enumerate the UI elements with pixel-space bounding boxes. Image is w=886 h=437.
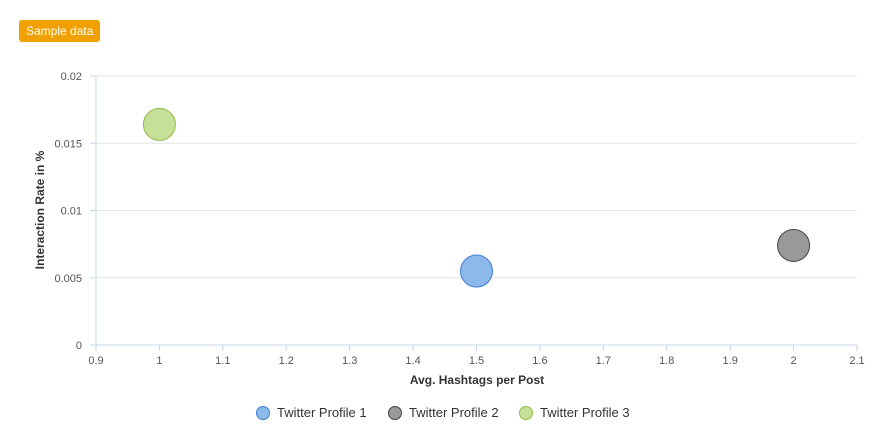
legend-marker bbox=[388, 406, 402, 420]
x-tick-label: 1.2 bbox=[279, 355, 294, 367]
y-tick-label: 0 bbox=[76, 340, 82, 352]
legend: Twitter Profile 1 Twitter Profile 2 Twitte… bbox=[256, 405, 630, 420]
legend-marker bbox=[519, 406, 533, 420]
x-tick-label: 0.9 bbox=[88, 355, 103, 367]
data-point-1[interactable] bbox=[460, 254, 493, 288]
legend-item-1[interactable]: Twitter Profile 1 bbox=[256, 405, 367, 420]
x-tick-label: 1 bbox=[156, 355, 162, 367]
x-tick-label: 1.8 bbox=[659, 355, 674, 367]
data-point-2[interactable] bbox=[777, 228, 811, 262]
x-tick-label: 1.5 bbox=[469, 355, 484, 367]
data-points bbox=[142, 107, 811, 288]
y-tick-label: 0.005 bbox=[54, 273, 82, 285]
legend-label: Twitter Profile 2 bbox=[409, 405, 499, 420]
legend-item-2[interactable]: Twitter Profile 2 bbox=[388, 405, 499, 420]
sample-data-badge: Sample data bbox=[19, 20, 101, 42]
x-tick-label: 1.1 bbox=[215, 355, 230, 367]
tick-labels: 0 0.005 0.01 0.015 0.02 0.9 1 1.1 1.2 1.3 1.4 1.5 1.… bbox=[54, 71, 864, 367]
y-tick-label: 0.015 bbox=[54, 138, 82, 150]
data-point-3[interactable] bbox=[142, 107, 176, 141]
y-tick-label: 0.02 bbox=[61, 71, 82, 83]
x-tick-label: 1.6 bbox=[532, 355, 547, 367]
legend-label: Twitter Profile 1 bbox=[277, 405, 367, 420]
x-tick-label: 1.7 bbox=[596, 355, 611, 367]
x-tick-label: 1.4 bbox=[405, 355, 420, 367]
y-tick-label: 0.01 bbox=[61, 206, 82, 218]
y-axis-title: Interaction Rate in % bbox=[33, 150, 47, 269]
grid-lines bbox=[96, 75, 857, 346]
legend-label: Twitter Profile 3 bbox=[540, 405, 630, 420]
x-axis-title: Avg. Hashtags per Post bbox=[410, 373, 544, 387]
x-tick-label: 2.1 bbox=[849, 355, 864, 367]
axes bbox=[90, 75, 858, 351]
legend-item-3[interactable]: Twitter Profile 3 bbox=[519, 405, 630, 420]
x-tick-label: 2 bbox=[791, 355, 797, 367]
x-tick-label: 1.3 bbox=[342, 355, 357, 367]
x-tick-label: 1.9 bbox=[723, 355, 738, 367]
legend-marker bbox=[256, 406, 270, 420]
